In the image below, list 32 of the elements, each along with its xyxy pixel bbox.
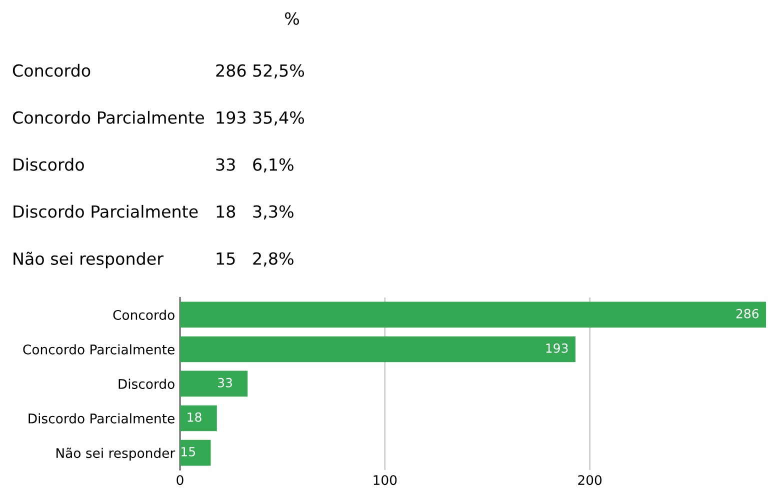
bar [180, 302, 766, 328]
data-label: 3,3% [253, 205, 294, 220]
x-tick-label: 200 [578, 475, 602, 486]
category-label: Concordo [12, 64, 90, 77]
data-label: 2,8% [253, 252, 294, 267]
category-label: Discordo [14, 158, 84, 171]
y-tick-label: Não sei responder [56, 448, 176, 461]
y-tick-label: Discordo [118, 378, 174, 389]
text: 18 [216, 205, 236, 218]
data-label: 286 [736, 308, 759, 318]
data-label: 6,1% [253, 158, 294, 173]
bar [180, 336, 576, 362]
text: 286 [216, 64, 246, 77]
data-label: 35,4% [253, 111, 304, 126]
text: 33 [216, 158, 235, 171]
y-tick-label: Concordo Parcialmente [23, 344, 174, 354]
data-label: 33 [218, 378, 232, 388]
text: 193 [216, 111, 246, 124]
data-label: 193 [546, 343, 568, 353]
bar [180, 405, 217, 432]
y-tick-label: Discordo Parcialmente [28, 413, 174, 424]
text: 15 [216, 252, 235, 265]
bar [180, 370, 248, 397]
x-tick-label: 100 [374, 475, 397, 486]
bar [180, 440, 211, 466]
y-tick-label: Concordo [113, 310, 174, 320]
data-label: 18 [188, 412, 202, 422]
text: % [285, 12, 299, 25]
x-tick-label: 0 [176, 475, 184, 486]
category-label: Não sei responder [14, 252, 164, 268]
data-label: 52,5% [253, 64, 304, 79]
data-label: 15 [182, 447, 195, 456]
